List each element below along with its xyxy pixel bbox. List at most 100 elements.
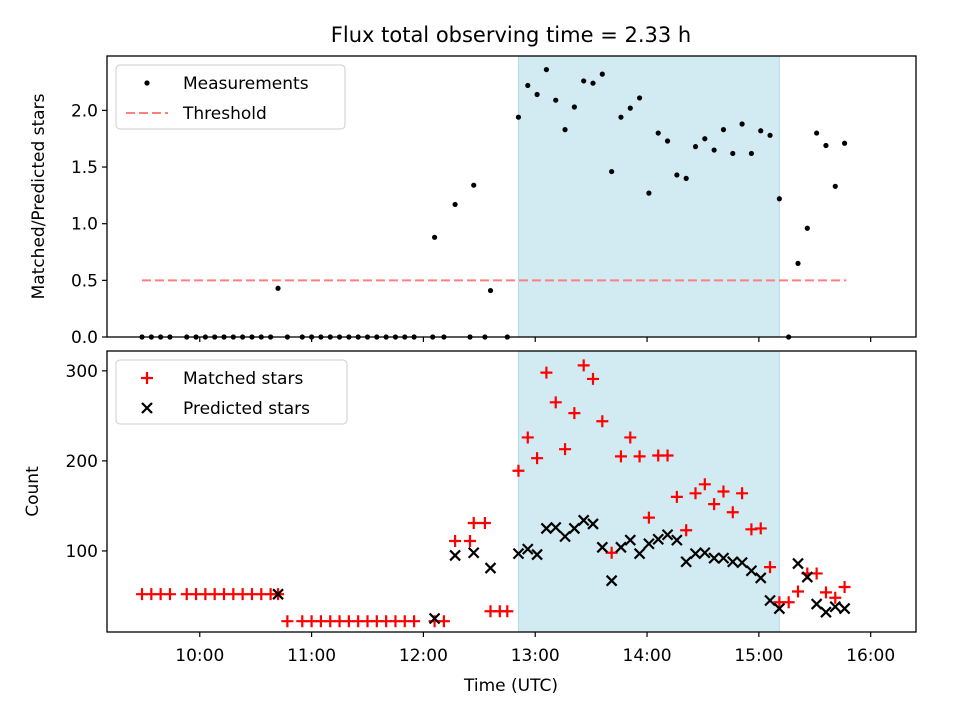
bottom-data-point (531, 548, 543, 561)
bottom-data-point (540, 366, 553, 379)
top-legend-box (115, 64, 346, 130)
bottom-data-point (540, 522, 553, 535)
bottom-x-tick-label: 13:00 (511, 646, 560, 666)
bottom-legend: Matched stars Predicted stars (115, 359, 348, 425)
bottom-data-point (736, 556, 748, 569)
bottom-data-point (521, 431, 534, 444)
bottom-y-axis-label: Count (23, 466, 43, 517)
bottom-shaded-span (517, 350, 780, 633)
bottom-y-tick-label: 200 (66, 452, 98, 472)
bottom-data-point (559, 530, 571, 543)
bottom-data-point (689, 487, 702, 500)
top-shaded-span (517, 55, 780, 338)
bottom-data-point (671, 534, 683, 546)
bottom-x-tick-label: 14:00 (623, 646, 672, 666)
top-data-point (674, 172, 680, 178)
bottom-legend-box (115, 359, 348, 425)
bottom-series-1 (272, 514, 851, 625)
top-y-axis-label: Matched/Predicted stars (29, 93, 49, 299)
bottom-data-point (605, 574, 618, 587)
top-data-point (711, 147, 717, 153)
bottom-x-tick-label: 12:00 (399, 646, 448, 666)
top-data-point (664, 138, 671, 144)
bottom-data-point (717, 485, 730, 498)
bottom-data-point (680, 524, 693, 537)
top-data-point (748, 150, 755, 157)
bottom-data-point (428, 612, 441, 625)
top-data-point (562, 127, 568, 133)
bottom-data-point (754, 572, 767, 584)
top-data-point (646, 190, 652, 196)
bottom-data-point (614, 450, 627, 463)
bottom-data-point (464, 535, 476, 548)
x-axis-label: Time (UTC) (463, 676, 558, 696)
top-data-point (627, 105, 633, 111)
top-data-point (452, 201, 458, 208)
bottom-data-point (605, 546, 618, 559)
bottom-x-tick-label: 10:00 (175, 646, 224, 666)
bottom-data-point (661, 449, 674, 462)
top-data-point (767, 132, 773, 138)
bottom-x-tick-label: 15:00 (734, 646, 783, 666)
bottom-panel: 100 200 300 10:00 11:00 12:00 13:00 14:00 15:00 1… (23, 350, 917, 666)
bottom-data-point (624, 534, 637, 546)
top-y-tick-label: 2.0 (71, 101, 98, 121)
top-data-point (739, 121, 745, 127)
bottom-data-point (708, 552, 720, 564)
top-data-point (823, 142, 829, 149)
bottom-data-point (754, 522, 767, 535)
bottom-y-tick-label: 300 (66, 362, 98, 382)
bottom-data-point (512, 464, 525, 477)
bottom-legend-label: Matched stars (183, 369, 303, 389)
bottom-data-point (596, 415, 609, 428)
top-data-point (804, 225, 810, 231)
top-data-point (471, 182, 477, 188)
bottom-data-point (736, 487, 749, 500)
bottom-data-point (689, 547, 702, 560)
top-data-point (618, 114, 624, 120)
bottom-data-point (437, 615, 450, 628)
bottom-data-point (577, 514, 590, 527)
top-data-point (431, 234, 438, 240)
bottom-data-point (163, 588, 176, 601)
bottom-data-point (782, 596, 795, 609)
bottom-axes-frame (106, 350, 917, 633)
top-data-point (814, 130, 820, 136)
bottom-data-point (792, 585, 804, 598)
bottom-data-point (577, 359, 590, 372)
bottom-data-point (467, 546, 480, 559)
bottom-data-point (801, 571, 814, 583)
top-legend-label: Measurements (183, 74, 309, 94)
bottom-data-point (633, 547, 646, 560)
bottom-data-point (792, 557, 804, 570)
top-y-tick-label: 0.5 (71, 271, 98, 291)
bottom-data-point (810, 598, 823, 610)
bottom-data-point (408, 615, 421, 628)
bottom-data-point (521, 543, 534, 555)
bottom-data-point (717, 552, 730, 564)
bottom-data-point (680, 555, 692, 568)
bottom-data-point (829, 601, 842, 613)
bottom-data-point (615, 541, 627, 554)
bottom-data-point (467, 517, 480, 530)
top-y-tick-label: 1.0 (71, 215, 98, 235)
top-data-point (655, 130, 661, 136)
bottom-data-point (698, 478, 711, 491)
bottom-data-point (726, 555, 739, 568)
bottom-data-point (661, 528, 674, 541)
bottom-data-point (484, 562, 497, 574)
bottom-data-point (549, 521, 562, 534)
top-data-point (599, 71, 605, 77)
bottom-data-point (596, 541, 609, 554)
top-data-point (534, 91, 540, 98)
top-data-point (275, 285, 281, 291)
top-data-point (571, 104, 577, 110)
bottom-data-point (559, 443, 572, 456)
bottom-data-point (642, 511, 655, 524)
bottom-data-point (587, 372, 599, 385)
bottom-data-point (838, 602, 851, 615)
bottom-series-0 (136, 359, 851, 628)
bottom-data-point (810, 567, 823, 580)
bottom-data-point (531, 452, 544, 465)
